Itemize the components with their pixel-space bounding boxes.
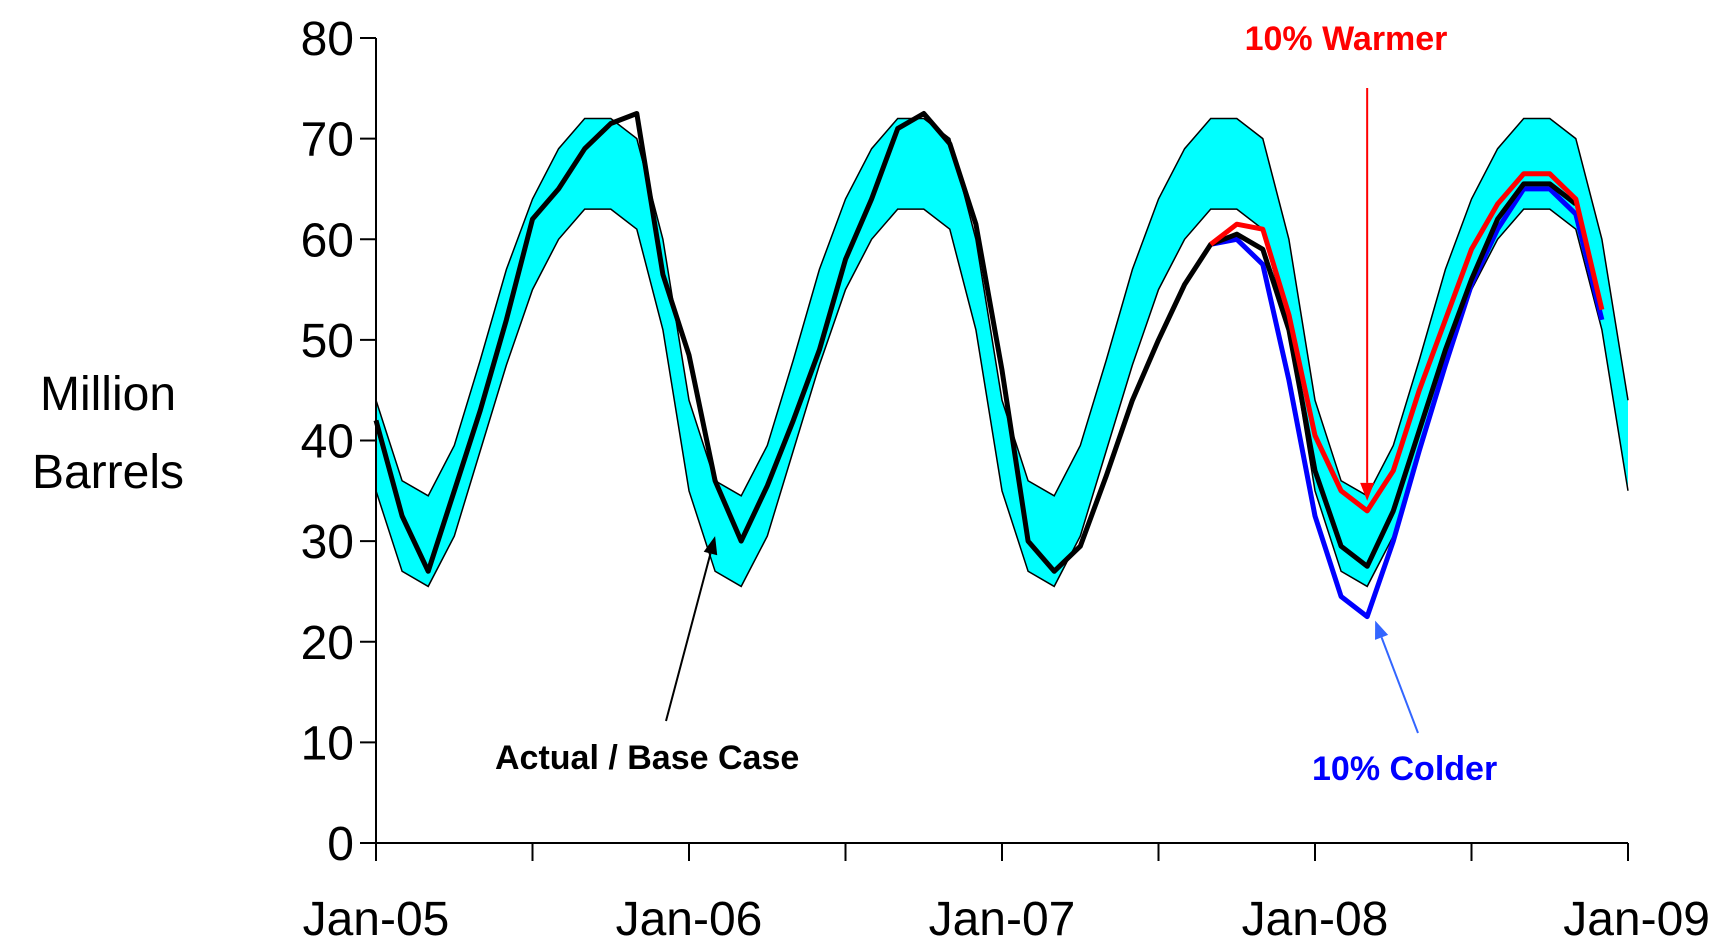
y-axis-label-line-1: Million bbox=[40, 368, 176, 421]
warmer-arrowhead bbox=[1360, 482, 1375, 501]
base-case-arrowhead bbox=[703, 536, 718, 556]
y-axis-label: Million Barrels bbox=[32, 368, 184, 499]
y-axis-label-line-2: Barrels bbox=[32, 446, 184, 499]
series-lines bbox=[373, 111, 1605, 620]
y-tick-label: 10 bbox=[301, 717, 354, 770]
y-axis-ticks: 0 10 20 30 40 50 60 70 80 bbox=[301, 13, 376, 871]
x-tick-label: Jan-08 bbox=[1242, 893, 1389, 946]
x-tick-label: Jan-05 bbox=[303, 893, 450, 946]
warmer-annotation: 10% Warmer bbox=[1245, 20, 1448, 58]
y-tick-label: 0 bbox=[327, 818, 354, 871]
x-tick-label: Jan-06 bbox=[616, 893, 763, 946]
x-tick-label: Jan-07 bbox=[929, 893, 1076, 946]
base-case-line bbox=[373, 111, 1578, 574]
warmer-line bbox=[1209, 171, 1605, 514]
x-tick-label: Jan-09 bbox=[1563, 893, 1710, 946]
colder-line bbox=[1210, 186, 1605, 620]
colder-arrowhead bbox=[1375, 620, 1389, 640]
band-upper-edge bbox=[375, 117, 1629, 497]
base-case-annotation: Actual / Base Case bbox=[495, 739, 799, 777]
base-case-arrow bbox=[665, 553, 712, 722]
y-tick-label: 70 bbox=[301, 114, 354, 167]
colder-annotation: 10% Colder bbox=[1312, 750, 1497, 788]
band-fill bbox=[376, 118, 1628, 587]
normal-range-band bbox=[375, 117, 1629, 588]
y-tick-label: 20 bbox=[301, 617, 354, 670]
y-tick-label: 40 bbox=[301, 416, 354, 469]
annotations: Actual / Base Case 10% Warmer 10% Colder bbox=[495, 20, 1497, 788]
y-tick-label: 80 bbox=[301, 13, 354, 66]
y-tick-label: 60 bbox=[301, 214, 354, 267]
x-axis-ticks: Jan-05 Jan-06 Jan-07 Jan-08 Jan-09 bbox=[303, 843, 1710, 946]
y-tick-label: 50 bbox=[301, 315, 354, 368]
y-tick-label: 30 bbox=[301, 516, 354, 569]
colder-arrow bbox=[1380, 637, 1419, 734]
